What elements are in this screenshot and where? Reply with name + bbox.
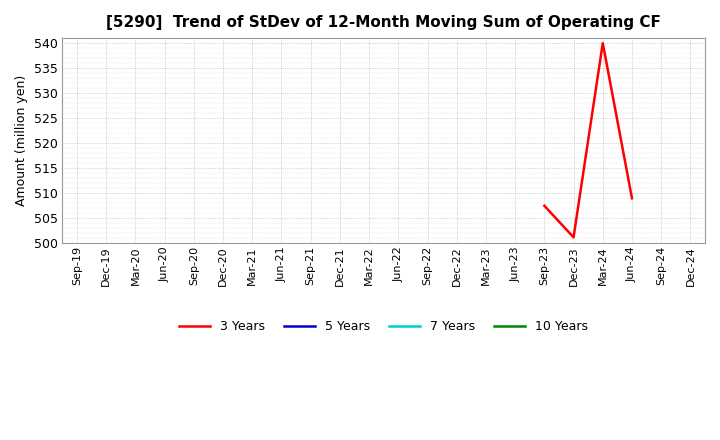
Y-axis label: Amount (million yen): Amount (million yen)	[15, 75, 28, 206]
3 Years	[570, 235, 578, 240]
3 Years	[598, 40, 607, 46]
3 Years	[628, 196, 636, 201]
Legend: 3 Years, 5 Years, 7 Years, 10 Years: 3 Years, 5 Years, 7 Years, 10 Years	[174, 315, 593, 338]
Title: [5290]  Trend of StDev of 12-Month Moving Sum of Operating CF: [5290] Trend of StDev of 12-Month Moving…	[107, 15, 661, 30]
Line: 3 Years: 3 Years	[544, 43, 632, 237]
3 Years	[540, 203, 549, 209]
